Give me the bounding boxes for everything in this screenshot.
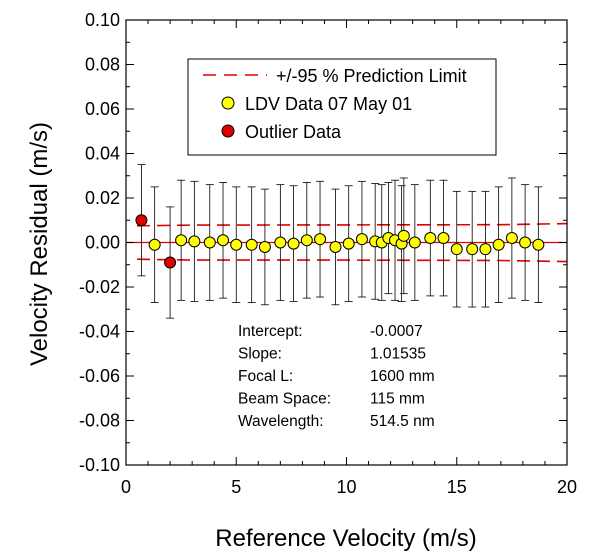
legend-limit-label: +/-95 % Prediction Limit [276,66,467,86]
plot-area [126,164,568,319]
y-tick-label: 0.08 [85,55,120,75]
ldv-data-point [329,240,342,253]
ldv-data-point [287,237,300,250]
annotation-value: 1600 mm [370,368,435,385]
ldv-data-point [519,236,532,249]
outlier-data-point [135,214,148,227]
ldv-data-point [274,236,287,249]
annotation-label: Wavelength: [238,413,324,430]
ldv-data-point [424,232,437,245]
ldv-data-point [505,232,518,245]
ldv-data-point [217,234,230,247]
y-tick-label: -0.08 [79,411,120,431]
annotation-label: Intercept: [238,323,303,340]
ldv-data-point [175,234,188,247]
y-tick-label: -0.06 [79,366,120,386]
ldv-data-point [188,235,201,248]
ldv-data-point [355,233,368,246]
ldv-data-point [479,243,492,256]
legend-ldv-label: LDV Data 07 May 01 [245,94,412,114]
y-tick-label: 0.04 [85,144,120,164]
y-axis-label: Velocity Residual (m/s) [26,122,53,366]
ldv-data-point [492,238,505,251]
y-tick-label: -0.04 [79,322,120,342]
fit-parameters: Intercept: -0.0007 Slope: 1.01535 Focal L: 16… [238,323,435,430]
annotation-value: 115 mm [370,391,425,408]
ldv-data-point [230,238,243,251]
prediction-limit-lower [136,258,568,263]
outlier-data-point [164,256,177,269]
ldv-data-point [397,229,410,242]
ldv-data-point [450,243,463,256]
ldv-data-point [314,233,327,246]
ldv-data-point [342,237,355,250]
annotation-value: 1.01535 [370,346,426,363]
annotation-label: Beam Space: [238,391,331,408]
ldv-data-point [300,234,313,247]
annotation-label: Slope: [238,346,282,363]
ldv-data-point [532,238,545,251]
ldv-data-point [203,236,216,249]
ldv-data-point [437,232,450,245]
x-tick-label: 0 [121,477,131,497]
y-tick-label: -0.10 [79,455,120,475]
legend-box [187,58,497,156]
y-tick-label: -0.02 [79,277,120,297]
y-tick-label: 0.00 [85,233,120,253]
y-tick-label: 0.02 [85,188,120,208]
ldv-data-point [466,243,479,256]
annotation-value: 514.5 nm [370,413,435,430]
legend-ldv-marker [221,96,235,110]
x-tick-label: 5 [231,477,241,497]
ldv-data-point [408,236,421,249]
legend: +/-95 % Prediction Limit LDV Data 07 May… [187,58,497,156]
legend-outlier-marker [221,124,235,138]
x-axis-label: Reference Velocity (m/s) [215,525,476,552]
ldv-data-point [258,240,271,253]
prediction-limit-upper [136,222,568,227]
y-tick-label: 0.10 [85,10,120,30]
annotation-label: Focal L: [238,368,293,385]
legend-outlier-label: Outlier Data [245,122,342,142]
y-tick-label: 0.06 [85,99,120,119]
x-tick-label: 15 [447,477,467,497]
ldv-data-point [245,238,258,251]
axes: 0.10 0.08 0.06 0.04 0.02 0.00 -0.02 -0.04 -0.06 -… [79,10,577,497]
x-tick-label: 20 [557,477,577,497]
annotation-value: -0.0007 [370,323,423,340]
ldv-data-point [148,238,161,251]
x-tick-label: 10 [336,477,356,497]
